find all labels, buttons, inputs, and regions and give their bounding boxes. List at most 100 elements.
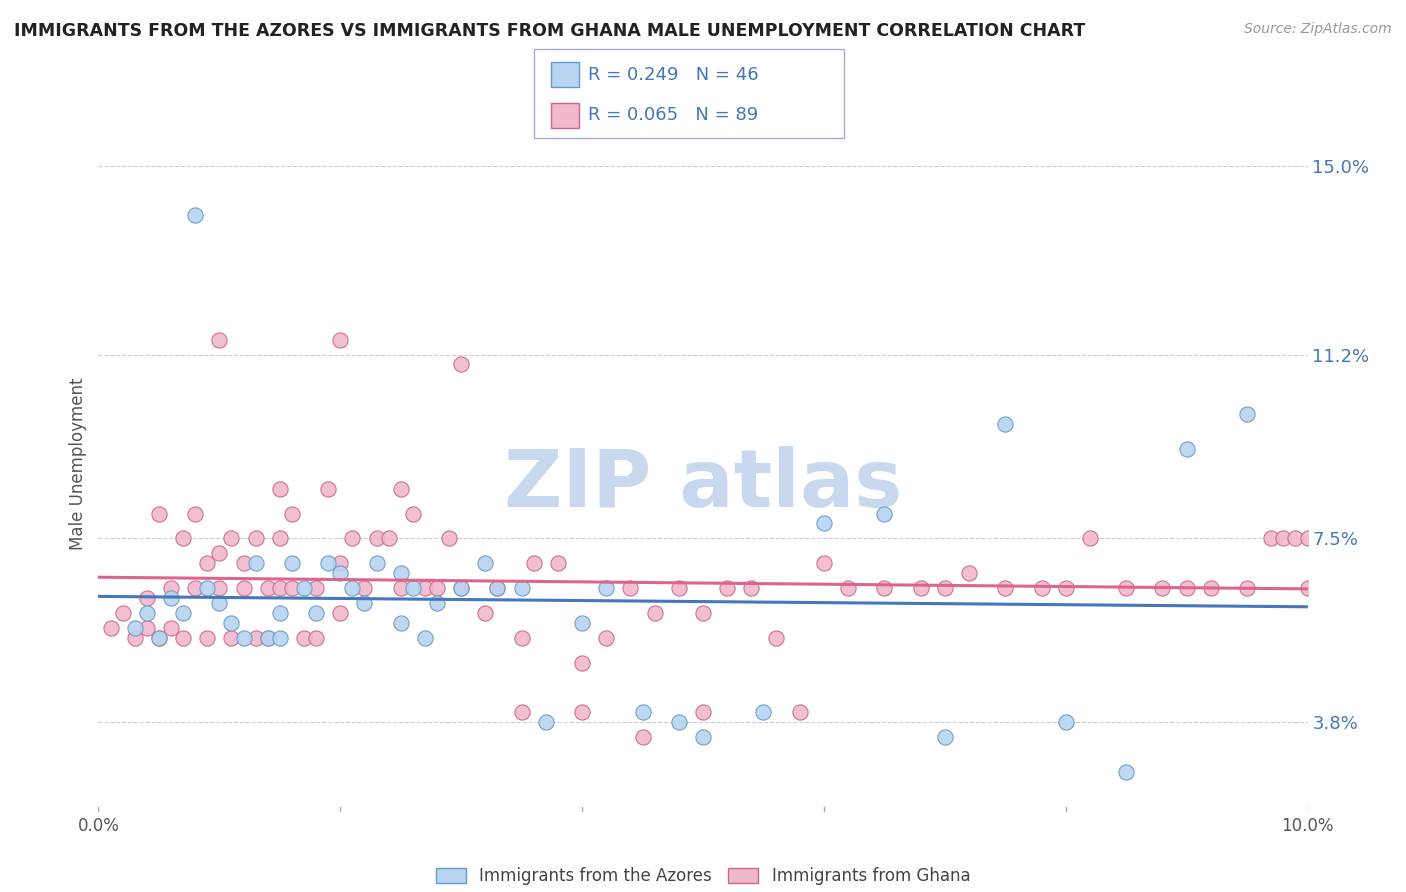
Point xyxy=(534,715,557,730)
Point xyxy=(571,656,593,670)
Point xyxy=(366,556,388,570)
Point xyxy=(402,581,425,595)
Point xyxy=(547,556,569,570)
Point xyxy=(353,596,375,610)
Point xyxy=(595,581,617,595)
Point xyxy=(668,581,690,595)
Point xyxy=(474,606,496,620)
Y-axis label: Male Unemployment: Male Unemployment xyxy=(69,377,87,550)
Point xyxy=(269,606,291,620)
Point xyxy=(269,631,291,645)
Point xyxy=(232,631,254,645)
Point xyxy=(269,532,291,546)
Point xyxy=(208,596,231,610)
Legend: Immigrants from the Azores, Immigrants from Ghana: Immigrants from the Azores, Immigrants f… xyxy=(429,861,977,892)
Point xyxy=(486,581,509,595)
Point xyxy=(1296,532,1319,546)
Point xyxy=(1236,581,1258,595)
Point xyxy=(221,532,243,546)
Point xyxy=(160,581,183,595)
Point xyxy=(316,556,339,570)
Point xyxy=(740,581,762,595)
Point xyxy=(281,507,304,521)
Point xyxy=(256,581,278,595)
Point xyxy=(910,581,932,595)
Point xyxy=(245,556,267,570)
Point xyxy=(765,631,787,645)
Point xyxy=(342,581,364,595)
Point xyxy=(389,566,412,581)
Point xyxy=(172,631,194,645)
Point xyxy=(1054,581,1077,595)
Point xyxy=(184,581,207,595)
Point xyxy=(305,606,328,620)
Point xyxy=(668,715,690,730)
Point xyxy=(195,631,218,645)
Point xyxy=(256,631,278,645)
Point xyxy=(135,606,157,620)
Point xyxy=(450,581,472,595)
Point xyxy=(148,507,170,521)
Point xyxy=(813,556,835,570)
Point xyxy=(329,606,352,620)
Point xyxy=(329,333,352,347)
Point xyxy=(100,621,122,635)
Point xyxy=(208,546,231,560)
Point xyxy=(377,532,399,546)
Point xyxy=(1236,407,1258,421)
Point xyxy=(413,631,436,645)
Point xyxy=(692,730,714,744)
Point xyxy=(172,532,194,546)
Point xyxy=(195,556,218,570)
Point xyxy=(292,631,315,645)
Point xyxy=(124,631,146,645)
Point xyxy=(1115,581,1137,595)
Point xyxy=(789,706,811,720)
Point xyxy=(389,581,412,595)
Text: ZIP atlas: ZIP atlas xyxy=(503,446,903,524)
Point xyxy=(245,532,267,546)
Point xyxy=(413,581,436,595)
Point xyxy=(389,615,412,630)
Point xyxy=(111,606,134,620)
Point xyxy=(994,417,1017,431)
Point xyxy=(571,615,593,630)
Point xyxy=(644,606,666,620)
Point xyxy=(450,581,472,595)
Point xyxy=(232,556,254,570)
Point xyxy=(184,507,207,521)
Point xyxy=(208,581,231,595)
Point xyxy=(160,621,183,635)
Point xyxy=(1031,581,1053,595)
Point xyxy=(269,482,291,496)
Point xyxy=(172,606,194,620)
Point xyxy=(994,581,1017,595)
Point xyxy=(1199,581,1222,595)
Point xyxy=(269,581,291,595)
Point xyxy=(426,596,449,610)
Point xyxy=(221,615,243,630)
Point xyxy=(232,581,254,595)
Point xyxy=(631,706,654,720)
Point xyxy=(1115,764,1137,779)
Point xyxy=(366,532,388,546)
Point xyxy=(752,706,775,720)
Point xyxy=(148,631,170,645)
Point xyxy=(873,581,896,595)
Point xyxy=(1175,442,1198,456)
Point xyxy=(426,581,449,595)
Point xyxy=(135,591,157,605)
Point xyxy=(510,631,533,645)
Point xyxy=(353,581,375,595)
Point xyxy=(1152,581,1174,595)
Point xyxy=(631,730,654,744)
Point xyxy=(486,581,509,595)
Point xyxy=(124,621,146,635)
Point xyxy=(934,730,956,744)
Point xyxy=(135,621,157,635)
Text: R = 0.065   N = 89: R = 0.065 N = 89 xyxy=(588,106,758,124)
Point xyxy=(342,532,364,546)
Point xyxy=(716,581,738,595)
Point xyxy=(523,556,546,570)
Point xyxy=(1284,532,1306,546)
